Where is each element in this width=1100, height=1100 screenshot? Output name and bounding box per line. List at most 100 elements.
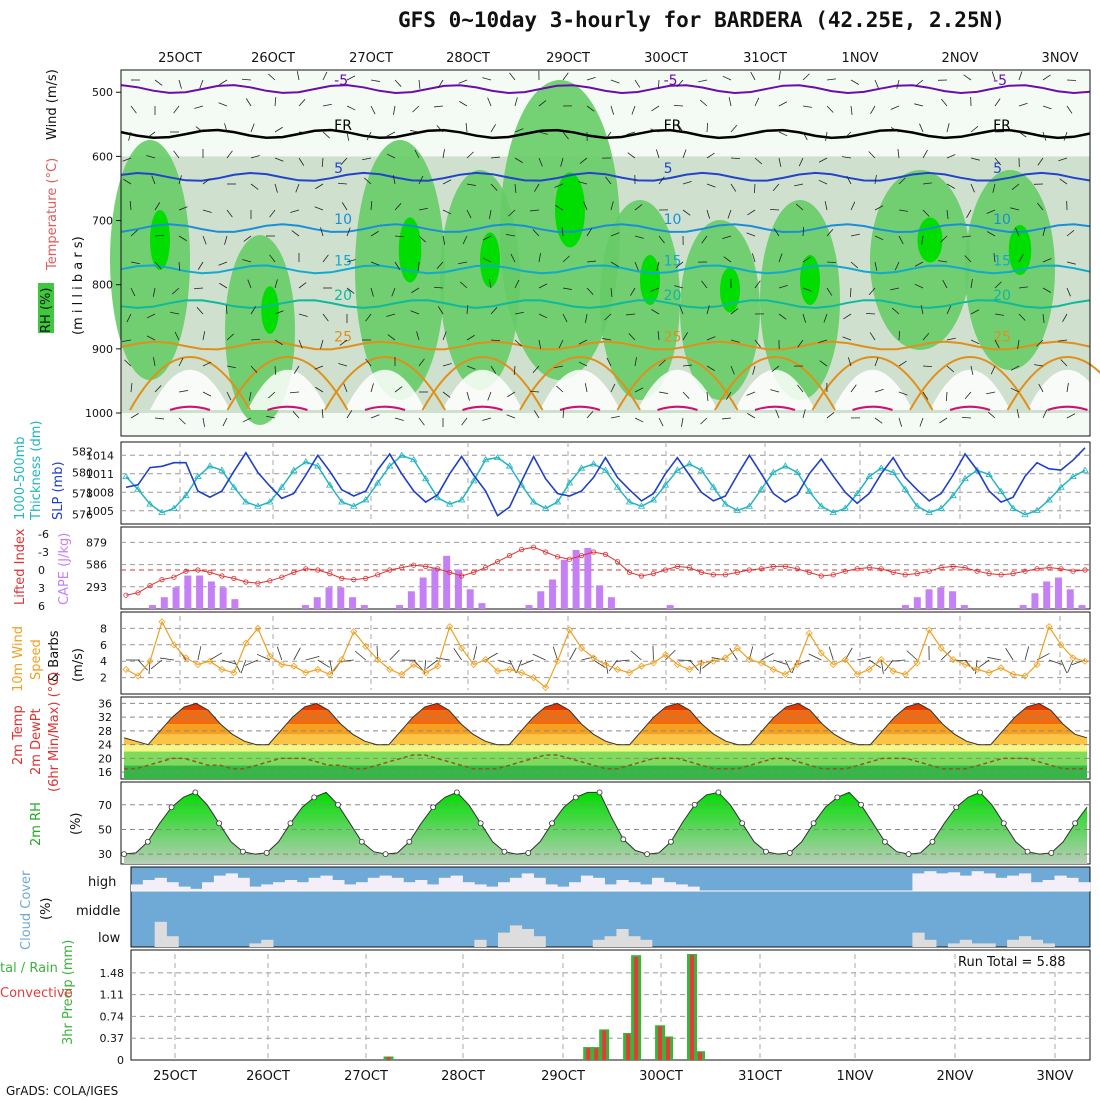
thickness-marker <box>206 462 214 469</box>
wind-barb <box>963 74 972 81</box>
wind-label-1: 10m Wind <box>11 626 26 692</box>
cloud-high-bar <box>296 882 309 891</box>
thickness-marker <box>398 451 406 458</box>
wind-unit-label: (m/s) <box>71 648 86 682</box>
wind-barb <box>754 97 760 107</box>
isotherm-25-dome <box>129 356 251 411</box>
wind-barb <box>986 209 996 214</box>
cape-bar <box>949 591 957 609</box>
surface-barb <box>748 646 754 661</box>
isotherm-25-dome <box>519 356 641 411</box>
isotherm-line <box>120 264 1091 275</box>
cloud-low-bar <box>628 936 641 947</box>
cloud-high-bar <box>1078 882 1091 891</box>
wind-barb <box>919 123 924 133</box>
isotherm-30-dome <box>267 405 308 411</box>
wind-barb <box>292 411 300 419</box>
precip-convective-bar <box>586 1048 591 1060</box>
thickness-marker <box>781 462 790 469</box>
wind-barb <box>130 413 139 419</box>
cloud-high-bar <box>450 875 463 891</box>
rh2m-tick-label: 50 <box>98 823 112 836</box>
cloud-high-bar <box>426 884 440 891</box>
wind-barb <box>722 235 732 240</box>
precip-panel: 0 0.37 0.74 1.11 1.48 Run Total = 5.88 3hr P… <box>0 940 1091 1067</box>
rh2m-marker <box>549 820 555 827</box>
rh2m-tick-label: 30 <box>98 848 112 861</box>
surface-barb <box>516 659 522 674</box>
cloud-high-bar <box>474 884 487 891</box>
rh2m-marker <box>382 851 389 858</box>
wind-marker <box>206 657 214 665</box>
isotherm-line <box>120 223 1091 234</box>
wind-marker <box>266 652 274 660</box>
rh2m-fill <box>124 792 1087 864</box>
wind-marker <box>278 660 286 669</box>
thickness-tick-label: 576 <box>72 509 93 522</box>
temp-tick-label: 36 <box>98 697 112 710</box>
thickness-marker <box>170 504 178 511</box>
isotherm-line <box>120 299 1091 309</box>
cape-bar <box>149 605 157 609</box>
wind-barb <box>970 365 974 375</box>
wind-marker <box>685 665 693 674</box>
wind-barb <box>651 309 660 315</box>
wind-barb <box>650 287 660 292</box>
wind-barb <box>850 105 853 115</box>
wind-barb <box>298 99 306 107</box>
wind-marker <box>841 656 849 664</box>
wind-barb <box>320 227 324 237</box>
wind-barb <box>824 201 828 211</box>
rh-dark-blob <box>800 255 820 305</box>
wind-barb <box>202 391 212 397</box>
wind-barb <box>915 79 924 86</box>
wind-barb <box>315 386 324 393</box>
thickness-marker <box>302 458 310 465</box>
slp-grid: 576 578 580 582 1005 1008 1011 1014 <box>72 442 1090 524</box>
temp-tick-label: 32 <box>98 711 112 724</box>
wind-marker <box>374 656 382 664</box>
bottom-date-label: 28OCT <box>441 1069 485 1084</box>
wind-barb <box>250 183 259 190</box>
cape-bars <box>149 547 1086 609</box>
wind-barb <box>874 357 879 367</box>
wind-barb <box>393 105 396 115</box>
upper-wind-barbs <box>122 70 1077 427</box>
surface-barb <box>221 659 236 665</box>
wind-speed-line <box>125 620 1086 689</box>
wind-barb <box>946 183 955 189</box>
wind-barb <box>723 256 732 263</box>
rh-mid-blob <box>355 140 445 400</box>
wind-barb <box>152 287 156 297</box>
wind-barb <box>722 417 732 420</box>
isotherm-label: 20 <box>664 288 682 304</box>
surface-barb <box>665 649 676 661</box>
wind-barb <box>586 105 595 112</box>
wind-barb <box>754 157 763 165</box>
wind-barb <box>274 310 284 315</box>
wind-barb <box>339 339 348 346</box>
wind-barb <box>197 261 204 270</box>
surface-barb <box>964 659 975 671</box>
wind-barb <box>584 383 588 393</box>
thickness-marker <box>362 496 370 503</box>
thickness-marker <box>793 468 802 475</box>
wind-marker <box>745 656 753 664</box>
rh2m-marker <box>1000 820 1007 827</box>
rh2m-marker <box>596 789 603 796</box>
li-marker <box>914 570 920 577</box>
wind-marker <box>721 654 729 662</box>
cloud-high-bar <box>320 875 333 891</box>
cloud-high-bar <box>983 873 996 891</box>
pressure-tick-label: 600 <box>92 150 113 163</box>
wind-barb <box>538 100 547 107</box>
wind-marker <box>290 662 298 670</box>
wind-barb <box>538 313 548 319</box>
bottom-date-label: 30OCT <box>639 1069 683 1084</box>
wind-barb <box>922 182 932 185</box>
wind-barb <box>490 339 501 342</box>
wind-barb <box>458 261 468 265</box>
cloud-high-bar <box>936 873 949 891</box>
wind-label: Wind (m/s) <box>45 69 60 140</box>
page-title: GFS 0~10day 3-hourly for BARDERA (42.25E… <box>398 8 1005 32</box>
